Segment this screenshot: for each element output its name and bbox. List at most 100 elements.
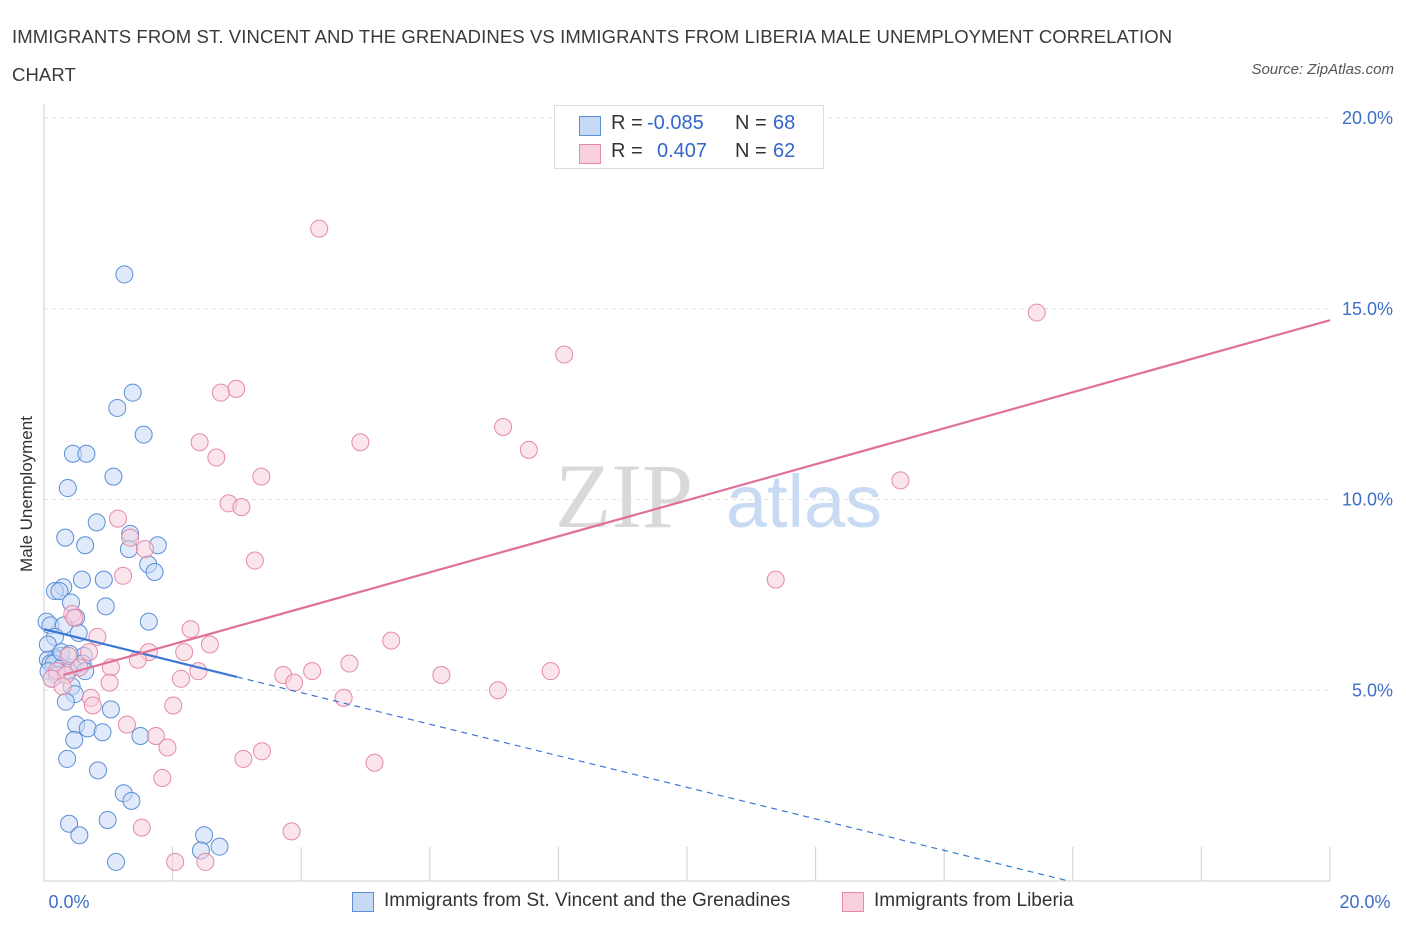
data-point-pink	[555, 345, 574, 364]
data-point-pink	[285, 673, 304, 692]
data-point-pink	[891, 471, 910, 490]
data-point-pink	[166, 852, 185, 871]
data-point-blue	[101, 700, 120, 719]
data-point-blue	[60, 814, 79, 833]
data-point-pink	[153, 768, 172, 787]
data-point-blue	[76, 536, 95, 555]
legend-n-value-blue: 68	[773, 112, 796, 134]
data-point-pink	[519, 440, 538, 459]
data-point-blue	[96, 597, 115, 616]
data-point-pink	[196, 852, 215, 871]
data-point-pink	[252, 467, 271, 486]
data-point-blue	[108, 398, 127, 417]
data-point-blue	[131, 727, 150, 746]
data-point-pink	[171, 669, 190, 688]
data-point-pink	[100, 673, 119, 692]
trend-line-blue-extension	[236, 676, 1069, 882]
legend-r-value-blue: -0.085	[647, 112, 704, 134]
data-point-pink	[234, 749, 253, 768]
data-point-blue	[58, 479, 77, 498]
data-point-pink	[80, 643, 99, 662]
data-point-blue	[77, 444, 96, 463]
data-point-blue	[195, 826, 214, 845]
y-tick-label: 20.0%	[1342, 108, 1393, 128]
data-point-pink	[303, 662, 322, 681]
data-point-pink	[175, 643, 194, 662]
data-point-pink	[83, 696, 102, 715]
data-point-pink	[365, 753, 384, 772]
data-point-pink	[59, 646, 78, 665]
data-point-pink	[252, 742, 271, 761]
data-point-pink	[146, 727, 165, 746]
data-point-pink	[282, 822, 301, 841]
data-point-blue	[70, 826, 89, 845]
data-point-blue	[78, 719, 97, 738]
data-point-blue	[50, 582, 69, 601]
data-point-pink	[494, 418, 513, 437]
series-pink-points	[42, 219, 1046, 871]
y-tick-label: 5.0%	[1352, 680, 1393, 700]
y-tick-label: 15.0%	[1342, 299, 1393, 319]
trend-line-pink	[62, 319, 1331, 677]
data-point-pink	[164, 696, 183, 715]
correlation-legend: R = -0.085 N = 68 R = 0.407 N = 62	[554, 105, 824, 169]
series-blue-points	[37, 265, 229, 871]
legend-swatch-pink	[579, 144, 601, 164]
data-point-pink	[53, 677, 72, 696]
data-point-blue	[87, 513, 106, 532]
data-point-pink	[766, 570, 785, 589]
data-point-blue	[145, 562, 164, 581]
legend-r-value-pink: 0.407	[657, 140, 708, 162]
data-point-pink	[541, 662, 560, 681]
data-point-pink	[135, 540, 154, 559]
data-point-pink	[211, 383, 230, 402]
data-point-pink	[132, 818, 151, 837]
data-point-blue	[58, 749, 77, 768]
data-point-blue	[93, 723, 112, 742]
data-point-pink	[114, 566, 133, 585]
bottom-legend-swatch-blue	[352, 892, 374, 912]
data-point-pink	[117, 715, 136, 734]
data-point-pink	[158, 738, 177, 757]
data-point-pink	[1027, 303, 1046, 322]
bottom-legend-label-pink: Immigrants from Liberia	[874, 890, 1074, 911]
data-point-pink	[65, 608, 84, 627]
data-point-pink	[232, 498, 251, 517]
data-point-pink	[200, 635, 219, 654]
legend-n-label: N =	[735, 140, 767, 162]
y-axis-label: Male Unemployment	[17, 416, 36, 572]
data-point-blue	[98, 810, 117, 829]
data-point-pink	[207, 448, 226, 467]
source-label: Source: ZipAtlas.com	[1251, 61, 1394, 78]
watermark-atlas: atlas	[726, 460, 882, 543]
chart-title: IMMIGRANTS FROM ST. VINCENT AND THE GREN…	[12, 26, 1173, 85]
data-point-blue	[139, 612, 158, 631]
data-point-pink	[227, 379, 246, 398]
data-point-pink	[382, 631, 401, 650]
legend-n-label: N =	[735, 112, 767, 134]
data-point-blue	[56, 692, 75, 711]
data-point-blue	[72, 570, 91, 589]
legend-r-label: R =	[611, 112, 643, 134]
data-point-blue	[65, 730, 84, 749]
data-point-blue	[89, 761, 108, 780]
data-point-blue	[115, 265, 134, 284]
data-point-blue	[104, 467, 123, 486]
data-point-pink	[432, 665, 451, 684]
x-tick-label: 0.0%	[48, 892, 89, 912]
data-point-pink	[108, 509, 127, 528]
legend-n-value-pink: 62	[773, 140, 796, 162]
bottom-legend-label-blue: Immigrants from St. Vincent and the Gren…	[384, 890, 791, 911]
bottom-legend-swatch-pink	[842, 892, 864, 912]
legend-swatch-blue	[579, 116, 601, 136]
data-point-pink	[245, 551, 264, 570]
data-point-blue	[94, 570, 113, 589]
data-point-pink	[181, 620, 200, 639]
data-point-blue	[56, 528, 75, 547]
data-point-pink	[340, 654, 359, 673]
data-point-pink	[190, 433, 209, 452]
tick-labels: 5.0% 10.0% 15.0% 20.0% 0.0% 20.0%	[48, 108, 1393, 912]
data-point-pink	[488, 681, 507, 700]
trend-lines	[43, 319, 1331, 882]
